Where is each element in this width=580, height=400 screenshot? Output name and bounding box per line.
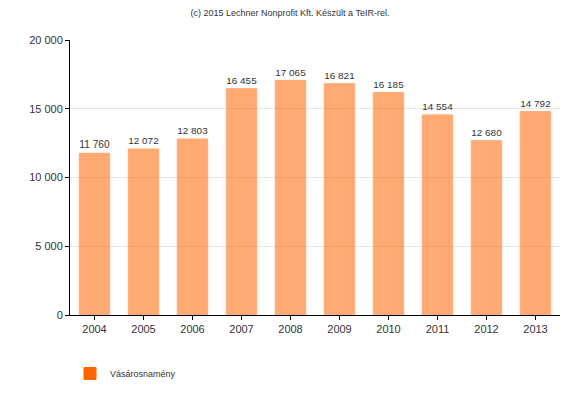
svg-text:(c) 2015 Lechner Nonprofit Kft: (c) 2015 Lechner Nonprofit Kft. Készült … bbox=[191, 8, 390, 18]
svg-text:20 000: 20 000 bbox=[29, 34, 63, 46]
svg-text:2006: 2006 bbox=[180, 323, 204, 335]
svg-text:2011: 2011 bbox=[426, 323, 450, 335]
svg-text:0: 0 bbox=[57, 309, 63, 321]
svg-text:10 000: 10 000 bbox=[29, 171, 63, 183]
svg-text:11 760: 11 760 bbox=[79, 139, 110, 150]
svg-text:16 185: 16 185 bbox=[373, 79, 404, 90]
svg-text:2004: 2004 bbox=[82, 323, 106, 335]
svg-text:16 455: 16 455 bbox=[226, 75, 257, 86]
svg-text:2008: 2008 bbox=[278, 323, 302, 335]
svg-text:12 072: 12 072 bbox=[128, 135, 159, 146]
svg-text:12 803: 12 803 bbox=[177, 125, 208, 136]
svg-text:2013: 2013 bbox=[523, 323, 547, 335]
svg-text:2010: 2010 bbox=[376, 323, 400, 335]
svg-text:2005: 2005 bbox=[131, 323, 155, 335]
svg-text:2012: 2012 bbox=[474, 323, 498, 335]
svg-text:2009: 2009 bbox=[327, 323, 351, 335]
svg-text:16 821: 16 821 bbox=[324, 70, 355, 81]
svg-text:2007: 2007 bbox=[229, 323, 253, 335]
svg-text:14 554: 14 554 bbox=[422, 101, 453, 112]
svg-text:17 065: 17 065 bbox=[275, 67, 306, 78]
svg-text:5 000: 5 000 bbox=[35, 240, 63, 252]
svg-text:12 680: 12 680 bbox=[471, 127, 502, 138]
svg-text:Vásárosnamény: Vásárosnamény bbox=[110, 369, 176, 379]
svg-text:15 000: 15 000 bbox=[29, 103, 63, 115]
svg-text:14 792: 14 792 bbox=[520, 98, 551, 109]
